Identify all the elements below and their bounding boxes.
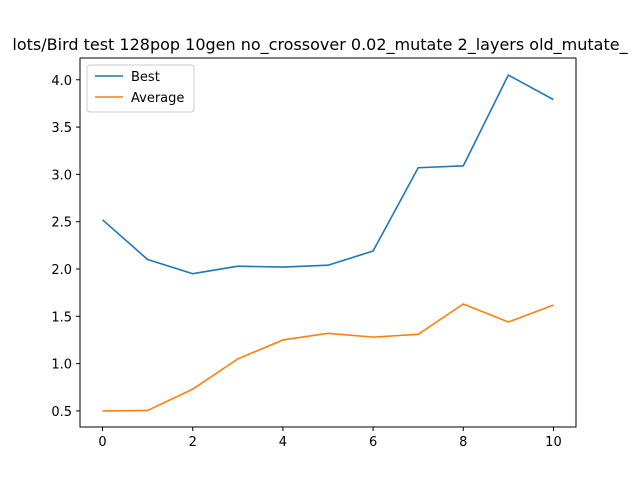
x-tick-label: 4 [279, 435, 287, 450]
legend: Best Average [86, 64, 195, 113]
x-axis: 0 2 4 6 8 10 [98, 427, 562, 450]
legend-label-average: Average [131, 91, 184, 106]
series-line-best [102, 74, 554, 275]
y-tick-label: 2.0 [51, 263, 72, 278]
y-tick-label: 3.5 [51, 121, 72, 136]
x-tick-label: 2 [189, 435, 197, 450]
y-tick-label: 4.0 [51, 74, 72, 89]
series-layer [102, 74, 554, 412]
y-tick-label: 1.5 [51, 310, 72, 325]
plot-frame [79, 57, 577, 428]
y-tick-label: 3.0 [51, 168, 72, 183]
y-tick-label: 0.5 [51, 405, 72, 420]
x-tick-label: 0 [98, 435, 106, 450]
y-axis: 0.5 1.0 1.5 2.0 2.5 3.0 3.5 4.0 [51, 74, 80, 420]
y-tick-label: 2.5 [51, 216, 72, 231]
legend-label-best: Best [131, 70, 160, 85]
x-tick-label: 8 [459, 435, 467, 450]
x-tick-label: 10 [545, 435, 562, 450]
series-line-average [102, 303, 554, 412]
y-tick-label: 1.0 [51, 358, 72, 373]
chart-title: lots/Bird test 128pop 10gen no_crossover… [12, 35, 628, 55]
x-tick-label: 6 [369, 435, 377, 450]
plot-area [80, 58, 576, 427]
